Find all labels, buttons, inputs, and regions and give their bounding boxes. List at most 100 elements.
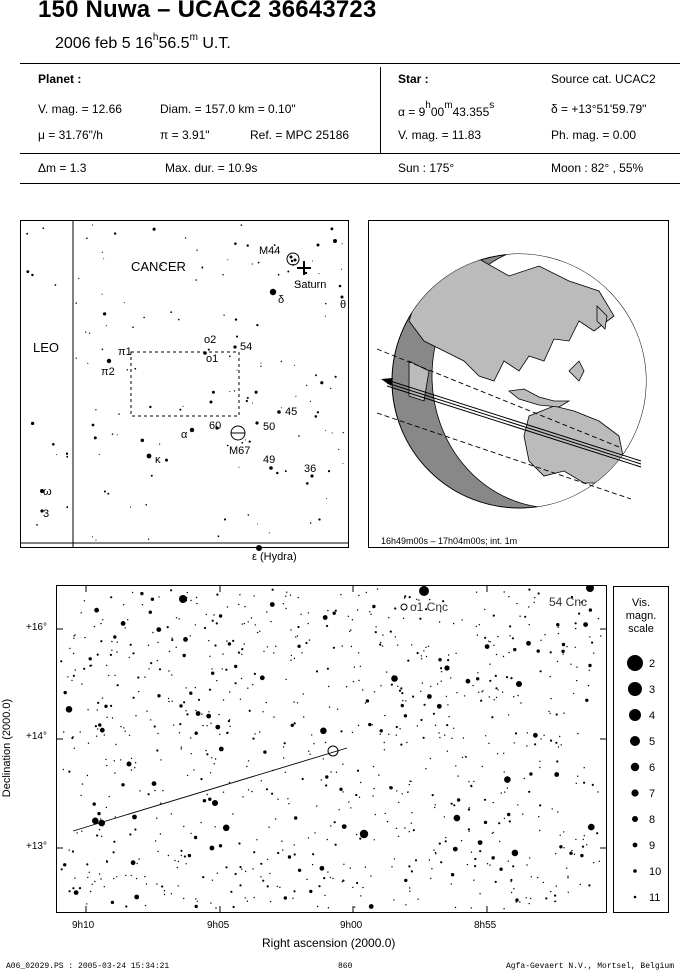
info-mid-rule (20, 153, 680, 154)
label-3: 3 (43, 508, 49, 520)
legend-mag-10-dot (633, 869, 637, 873)
label-saturn: Saturn (294, 279, 326, 291)
islands-philippines (568, 360, 585, 382)
star-phmag: Ph. mag. = 0.00 (551, 128, 637, 142)
star-label: Star : (398, 72, 429, 86)
y-ticks (57, 628, 606, 849)
label-o1cnc: o1 Cnc (410, 600, 448, 614)
planet-label: Planet : (38, 72, 82, 86)
event-date: 2006 feb 5 16 (55, 35, 153, 52)
label-o1: o1 (206, 353, 218, 365)
planet-ref: Ref. = MPC 25186 (250, 128, 350, 142)
label-alpha: α (181, 429, 188, 441)
hydra-label-area: ε (Hydra) (252, 545, 297, 563)
legend-mag-6-label: 6 (649, 762, 655, 774)
finder-chart-svg: CANCER LEO M44 Saturn δ θ o2 o1 54 π1 π2… (21, 221, 348, 547)
legend-rows: 2 3 4 5 6 7 8 9 10 11 (627, 655, 661, 904)
earth-day-side (408, 254, 646, 508)
legend-mag-5-dot (630, 736, 640, 746)
footer-file: A06_02029.PS : 2005-03-24 15:34:21 (6, 962, 170, 971)
label-hydra: ε (Hydra) (252, 551, 297, 563)
target-star-marker (327, 745, 339, 757)
label-delta: δ (278, 294, 284, 306)
y-axis-label: Declination (2000.0) (1, 698, 13, 798)
globe-svg: 16h49m00s – 17h04m00s; int. 1m (376, 253, 647, 546)
o1cnc-marker (400, 603, 408, 611)
constellation-cancer: CANCER (131, 259, 186, 274)
planet-diam: Diam. = 157.0 km = 0.10" (160, 102, 296, 116)
finder-chart: CANCER LEO M44 Saturn δ θ o2 o1 54 π1 π2… (20, 220, 349, 548)
ra-tick-910: 9h10 (72, 920, 95, 931)
label-pi2: π2 (101, 366, 115, 378)
info-top-rule (20, 63, 680, 64)
legend-mag-6-dot (630, 762, 640, 772)
occultation-path-north (386, 379, 642, 462)
magnitude-legend: 2 3 4 5 6 7 8 9 10 11 (613, 586, 669, 913)
dec-tick-14: +14° (26, 731, 47, 742)
source-catalog: Source cat. UCAC2 (551, 72, 656, 86)
legend-mag-4-label: 4 (649, 710, 655, 722)
star-delta: δ = +13°51'59.79" (551, 102, 647, 116)
footer-page: 860 (338, 962, 353, 971)
star-vmag: V. mag. = 11.83 (398, 128, 482, 142)
islands-indonesia (508, 388, 571, 408)
continent-asia (408, 258, 615, 382)
path-direction-arrow (381, 378, 393, 386)
legend-mag-7-dot (631, 789, 639, 797)
planet-vmag: V. mag. = 12.66 (38, 102, 122, 116)
info-bottom-rule (20, 183, 680, 184)
islands-japan (596, 305, 608, 330)
label-54cnc: 54 Cnc (549, 595, 587, 609)
detail-chart: o1 Cnc 54 Cnc (56, 585, 607, 913)
label-m67: M67 (229, 445, 250, 457)
globe-caption: 16h49m00s – 17h04m00s; int. 1m (381, 536, 517, 546)
delta-mag: Δm = 1.3 (38, 161, 87, 175)
star-alpha: α = 9h00m43.355s (398, 100, 495, 119)
legend-mag-11-label: 11 (649, 892, 660, 904)
dec-tick-16: +16° (26, 622, 47, 633)
occultation-path-south (386, 385, 642, 468)
legend-mag-9-label: 9 (649, 840, 655, 852)
label-omega: ω (43, 486, 52, 498)
legend-mag-9-dot (632, 842, 638, 848)
legend-mag-10-label: 10 (649, 866, 661, 878)
field-of-view-box (130, 351, 240, 417)
legend-mag-2-dot (627, 655, 643, 671)
max-duration: Max. dur. = 10.9s (165, 161, 258, 175)
legend-mag-4-dot (629, 709, 641, 721)
occultation-path-center (386, 382, 642, 465)
star-54cnc (586, 586, 594, 592)
legend-mag-11-dot (633, 895, 637, 899)
label-pi1: π1 (118, 346, 132, 358)
legend-mag-7-label: 7 (649, 788, 655, 800)
event-time: 2006 feb 5 16h56.5m U.T. (55, 32, 231, 52)
legend-title: Vis. magn. scale (625, 597, 657, 635)
m67-symbol (230, 425, 246, 441)
info-divider (380, 67, 381, 153)
label-o2: o2 (204, 334, 216, 346)
shadow-limit-south (376, 412, 632, 500)
moon-info: Moon : 82° , 55% (551, 161, 644, 175)
legend-mag-5-label: 5 (649, 736, 655, 748)
label-theta: θ (340, 299, 346, 311)
legend-mag-2-label: 2 (649, 658, 655, 670)
label-54: 54 (240, 341, 252, 353)
legend-mag-3-dot (628, 682, 642, 696)
finder-stars (26, 224, 344, 541)
shadow-limit-north (376, 348, 620, 448)
ra-tick-905: 9h05 (207, 920, 230, 931)
label-36: 36 (304, 463, 316, 475)
label-50: 50 (263, 421, 275, 433)
label-45: 45 (285, 406, 297, 418)
label-60: 60 (209, 420, 221, 432)
detail-stars (60, 588, 602, 910)
page-title: 150 Nuwa – UCAC2 36643723 (38, 0, 377, 23)
footer-credit: Agfa-Gevaert N.V., Mortsel, Belgium (506, 962, 675, 971)
label-kappa: κ (155, 454, 161, 466)
saturn-symbol (297, 261, 311, 275)
planet-pi: π = 3.91" (160, 128, 210, 142)
star-54cnc-o1 (419, 586, 429, 596)
dec-tick-13: +13° (26, 841, 47, 852)
planet-mu: μ = 31.76"/h (38, 128, 103, 142)
label-m44: M44 (259, 245, 280, 257)
